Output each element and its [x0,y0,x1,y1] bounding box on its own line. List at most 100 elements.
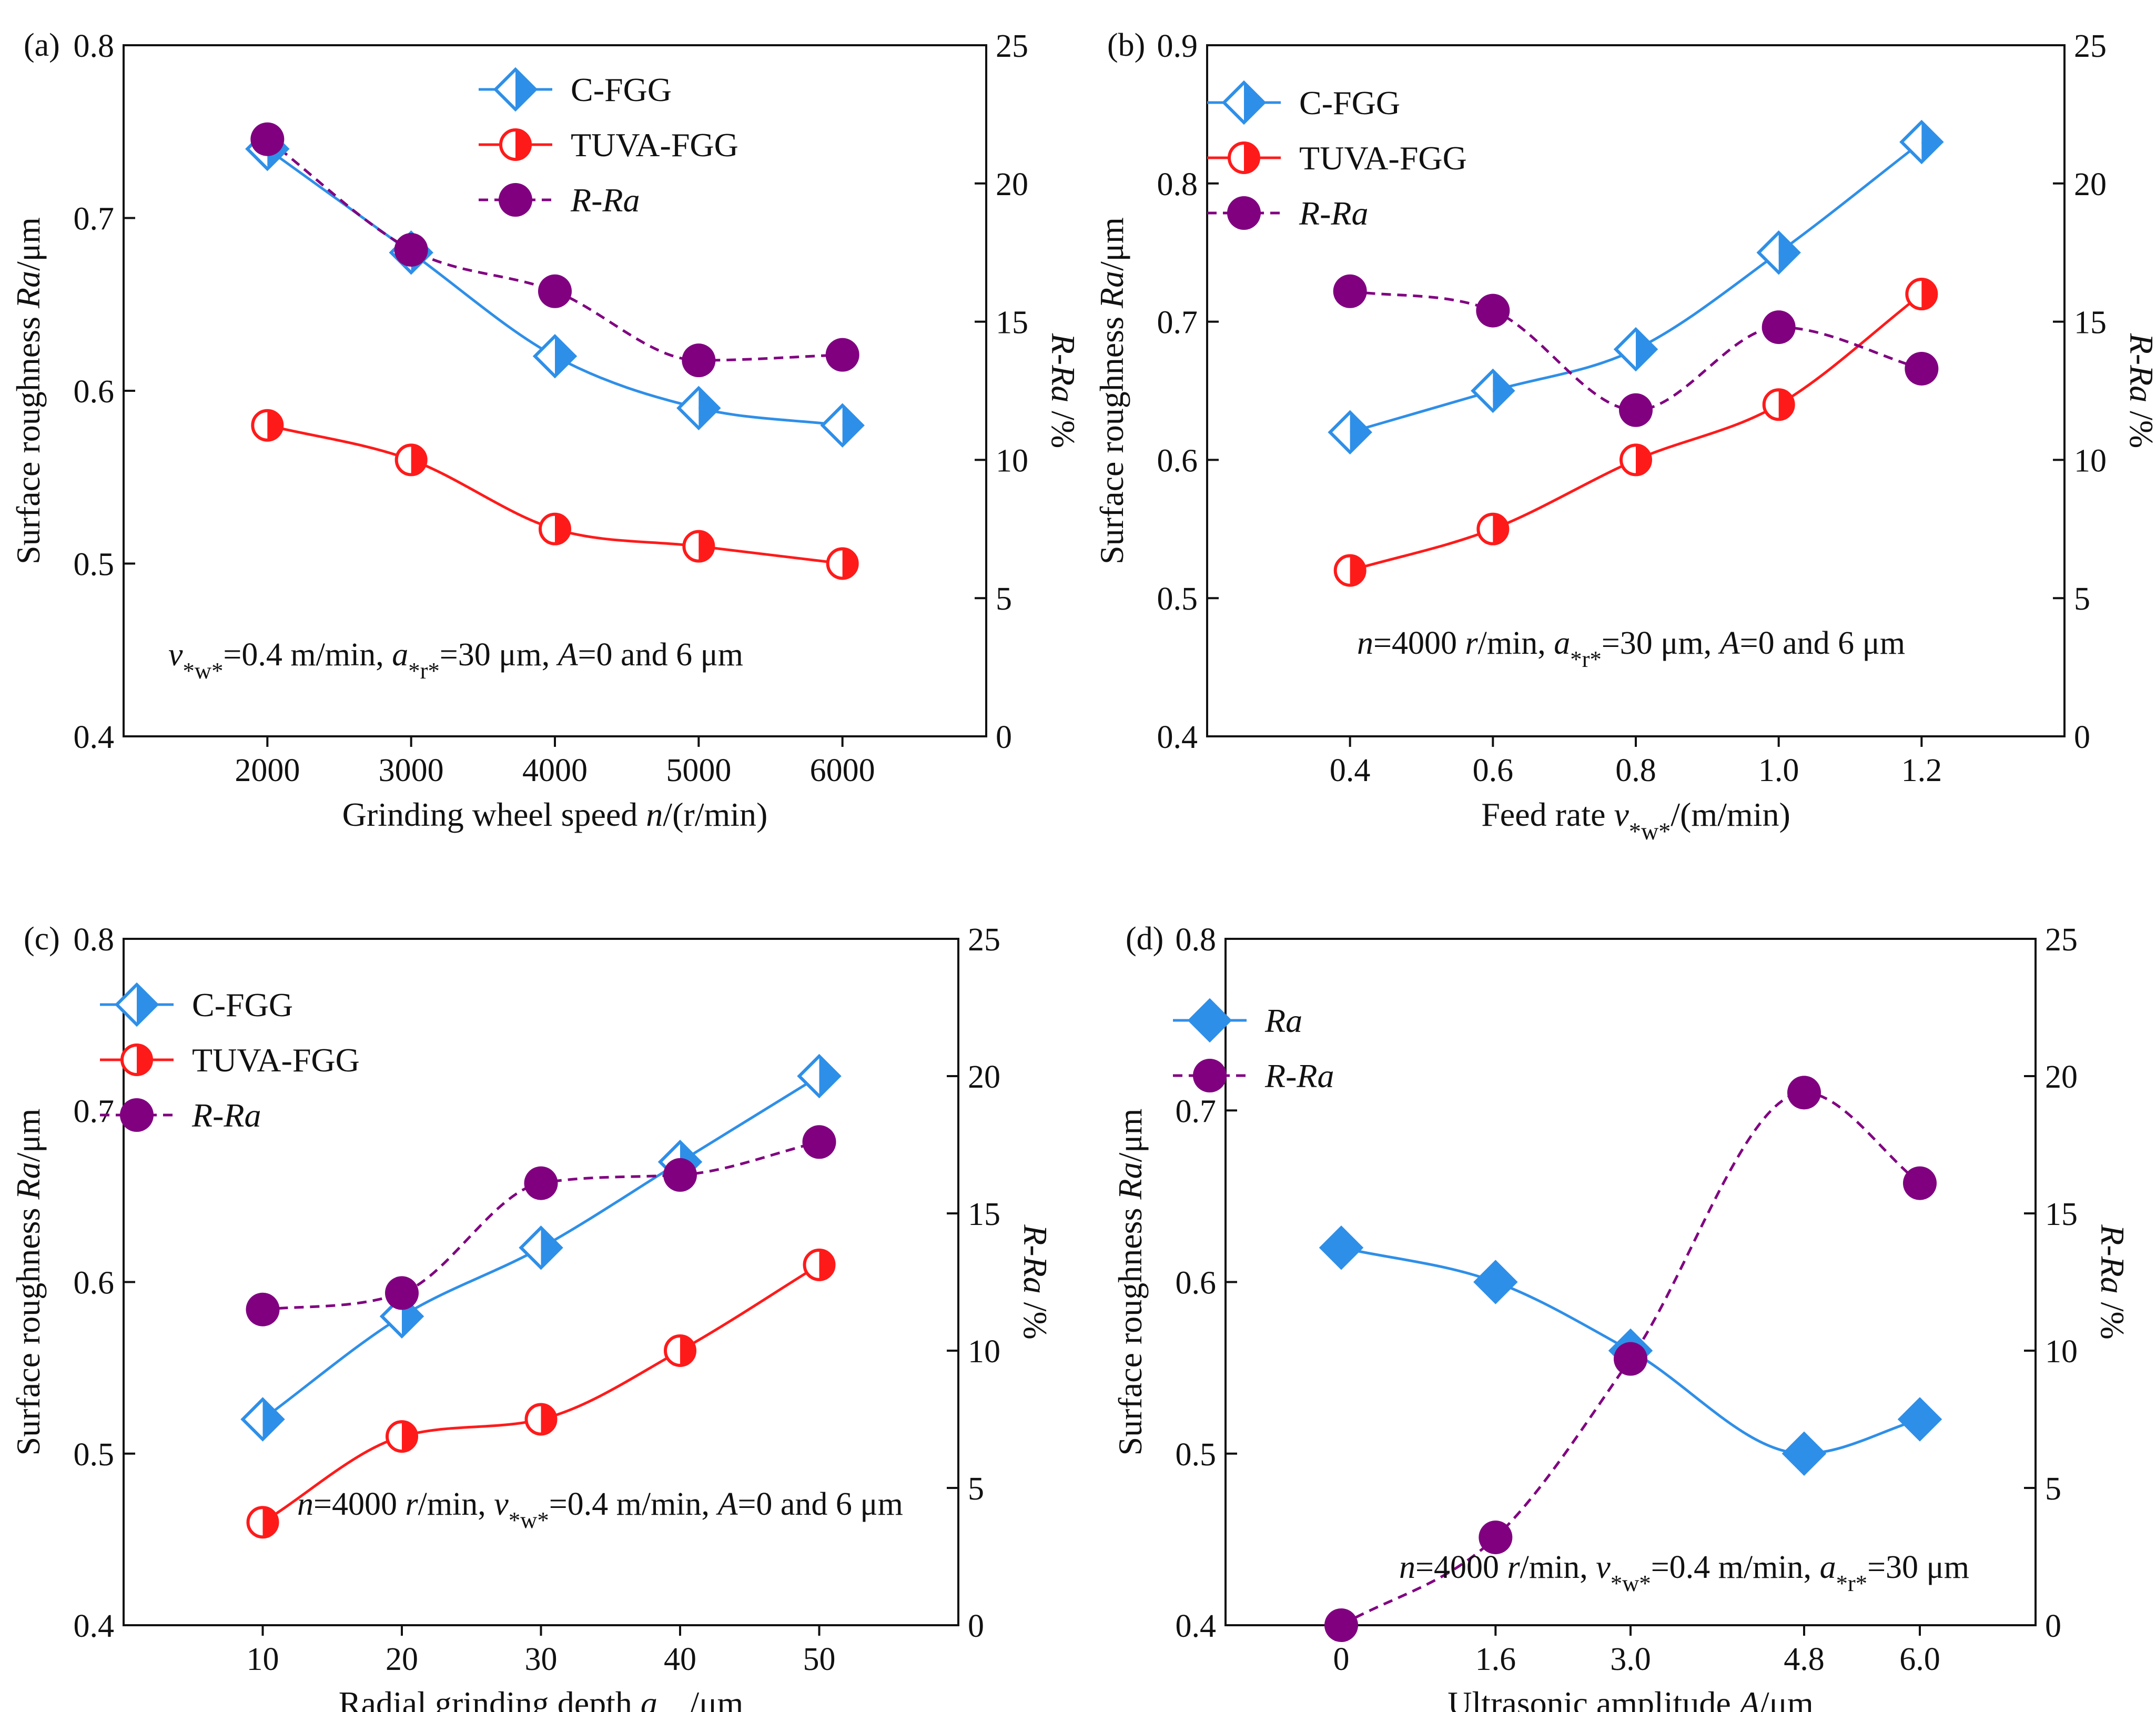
data-point-r-ra [246,1292,280,1326]
x-tick-label: 40 [664,1642,696,1677]
y-tick-label: 0.4 [1157,720,1198,755]
data-point-tuva-fgg [664,1334,696,1367]
marker-right-half [1778,232,1799,273]
marker-left-half [242,1399,263,1440]
data-point-tuva-fgg [251,409,284,442]
y2-tick-label: 15 [996,305,1028,341]
marker-outline [1333,554,1367,587]
marker-outline [1905,278,1938,311]
marker-shape [250,122,285,156]
marker-shape [1473,1260,1518,1304]
x-tick-label: 0.8 [1615,753,1656,788]
y2-tick-label: 0 [968,1608,984,1644]
marker-left-half [535,336,555,377]
marker-shape [246,1292,280,1326]
data-point-c-fgg [1613,327,1658,372]
marker-shape [682,343,716,378]
x-tick-label: 4.8 [1784,1642,1825,1677]
legend: C-FGG TUVA-FGG R-Ra [479,67,738,219]
panel-label: (d) [1126,921,1163,957]
marker-outline [1228,141,1260,174]
condition-annotation: v*w*=0.4 m/min, a*r*=30 μm, A=0 and 6 μm [168,637,743,684]
marker-right-half [541,1228,561,1268]
y-tick-label: 0.5 [74,547,115,583]
y-tick-label: 0.4 [1176,1608,1217,1644]
y2-axis-label: R-Ra /% [2094,1224,2131,1340]
marker-shape [1903,1166,1937,1200]
marker-outline [246,1506,279,1539]
marker-left-half [495,69,515,109]
legend-marker [1228,141,1260,174]
legend: C-FGG TUVA-FGG R-Ra [100,982,360,1134]
x-axis-label: Feed rate v*w*/(m/min) [1481,796,1790,845]
legend-label: R-Ra [191,1097,261,1134]
data-point-c-fgg [240,1397,285,1442]
marker-outline [803,1248,836,1281]
marker-shape [1476,293,1510,328]
data-point-c-fgg [1471,368,1515,413]
marker-outline [120,1044,153,1076]
marker-left-half [117,985,137,1025]
data-point-r-ra [524,1166,558,1200]
data-point-c-fgg [820,403,865,448]
legend-label: Ra [1264,1002,1302,1039]
x-tick-label: 10 [247,1642,279,1677]
marker-outline [1328,410,1372,455]
x-tick-label: 0 [1333,1642,1350,1677]
y2-axis-label: R-Ra /% [1017,1224,1054,1340]
marker-outline [532,334,578,379]
legend-label: R-Ra [1264,1057,1334,1095]
y-tick-label: 0.5 [74,1437,115,1473]
legend: Ra R-Ra [1173,998,1334,1095]
x-tick-label: 3.0 [1610,1642,1651,1677]
marker-outline [1221,80,1267,125]
y2-tick-label: 20 [2045,1059,2078,1095]
y2-tick-label: 20 [996,167,1028,202]
y2-tick-label: 25 [968,922,1000,958]
y2-tick-label: 5 [2074,581,2090,617]
condition-annotation: n=4000 r/min, a*r*=30 μm, A=0 and 6 μm [1357,625,1905,672]
marker-right-half [262,1399,283,1440]
legend-marker [120,1044,153,1076]
chart-panel-a: (a) 0.4 0.5 0.6 0.7 0.8 0 5 10 15 20 25 2000 3000 4000… [9,27,1082,833]
marker-right-half [515,69,535,109]
data-point-r-ra [385,1276,419,1310]
data-point-ra [1897,1397,1942,1442]
legend-label: R-Ra [1299,195,1369,232]
chart-panel-c: (c) 0.4 0.5 0.6 0.7 0.8 0 5 10 15 20 25 10 20 30 40 50 Ra… [9,921,1054,1712]
data-point-tuva-fgg [1619,443,1652,477]
data-point-tuva-fgg [394,443,428,477]
x-tick-label: 30 [525,1642,558,1677]
y2-tick-label: 25 [2045,922,2078,958]
marker-outline [1762,388,1795,421]
marker-right-half [1921,121,1942,162]
data-point-r-ra [1903,1166,1937,1200]
y2-axis-label: R-Ra /% [2123,333,2156,449]
marker-left-half [822,405,843,445]
series-line-c-fgg [1349,140,1922,434]
marker-left-half [1473,371,1493,411]
marker-outline [1471,368,1515,413]
marker-outline [797,1053,842,1099]
x-tick-label: 1.6 [1475,1642,1516,1677]
marker-outline [1899,119,1944,165]
marker-shape [1193,1059,1227,1092]
legend-label: C-FGG [192,986,293,1024]
marker-outline [251,409,284,442]
y-tick-label: 0.5 [1176,1437,1217,1473]
data-point-ra [1782,1431,1827,1476]
marker-left-half [1758,232,1779,273]
data-point-c-fgg [532,334,578,379]
series-line-r-ra [266,138,843,362]
chart-panel-b: (b) 0.4 0.5 0.6 0.7 0.8 0.9 0 5 10 15 20 25 0.4 0.6 0.8… [1093,27,2156,845]
data-point-r-ra [1324,1608,1358,1642]
marker-right-half [555,336,575,377]
marker-outline [499,128,532,161]
data-point-tuva-fgg [524,1403,558,1436]
data-point-tuva-fgg [246,1506,279,1539]
x-tick-label: 1.2 [1901,753,1942,788]
legend-label: TUVA-FGG [192,1041,360,1079]
x-tick-label: 50 [803,1642,836,1677]
marker-shape [394,232,428,267]
panel-label: (a) [24,27,60,63]
